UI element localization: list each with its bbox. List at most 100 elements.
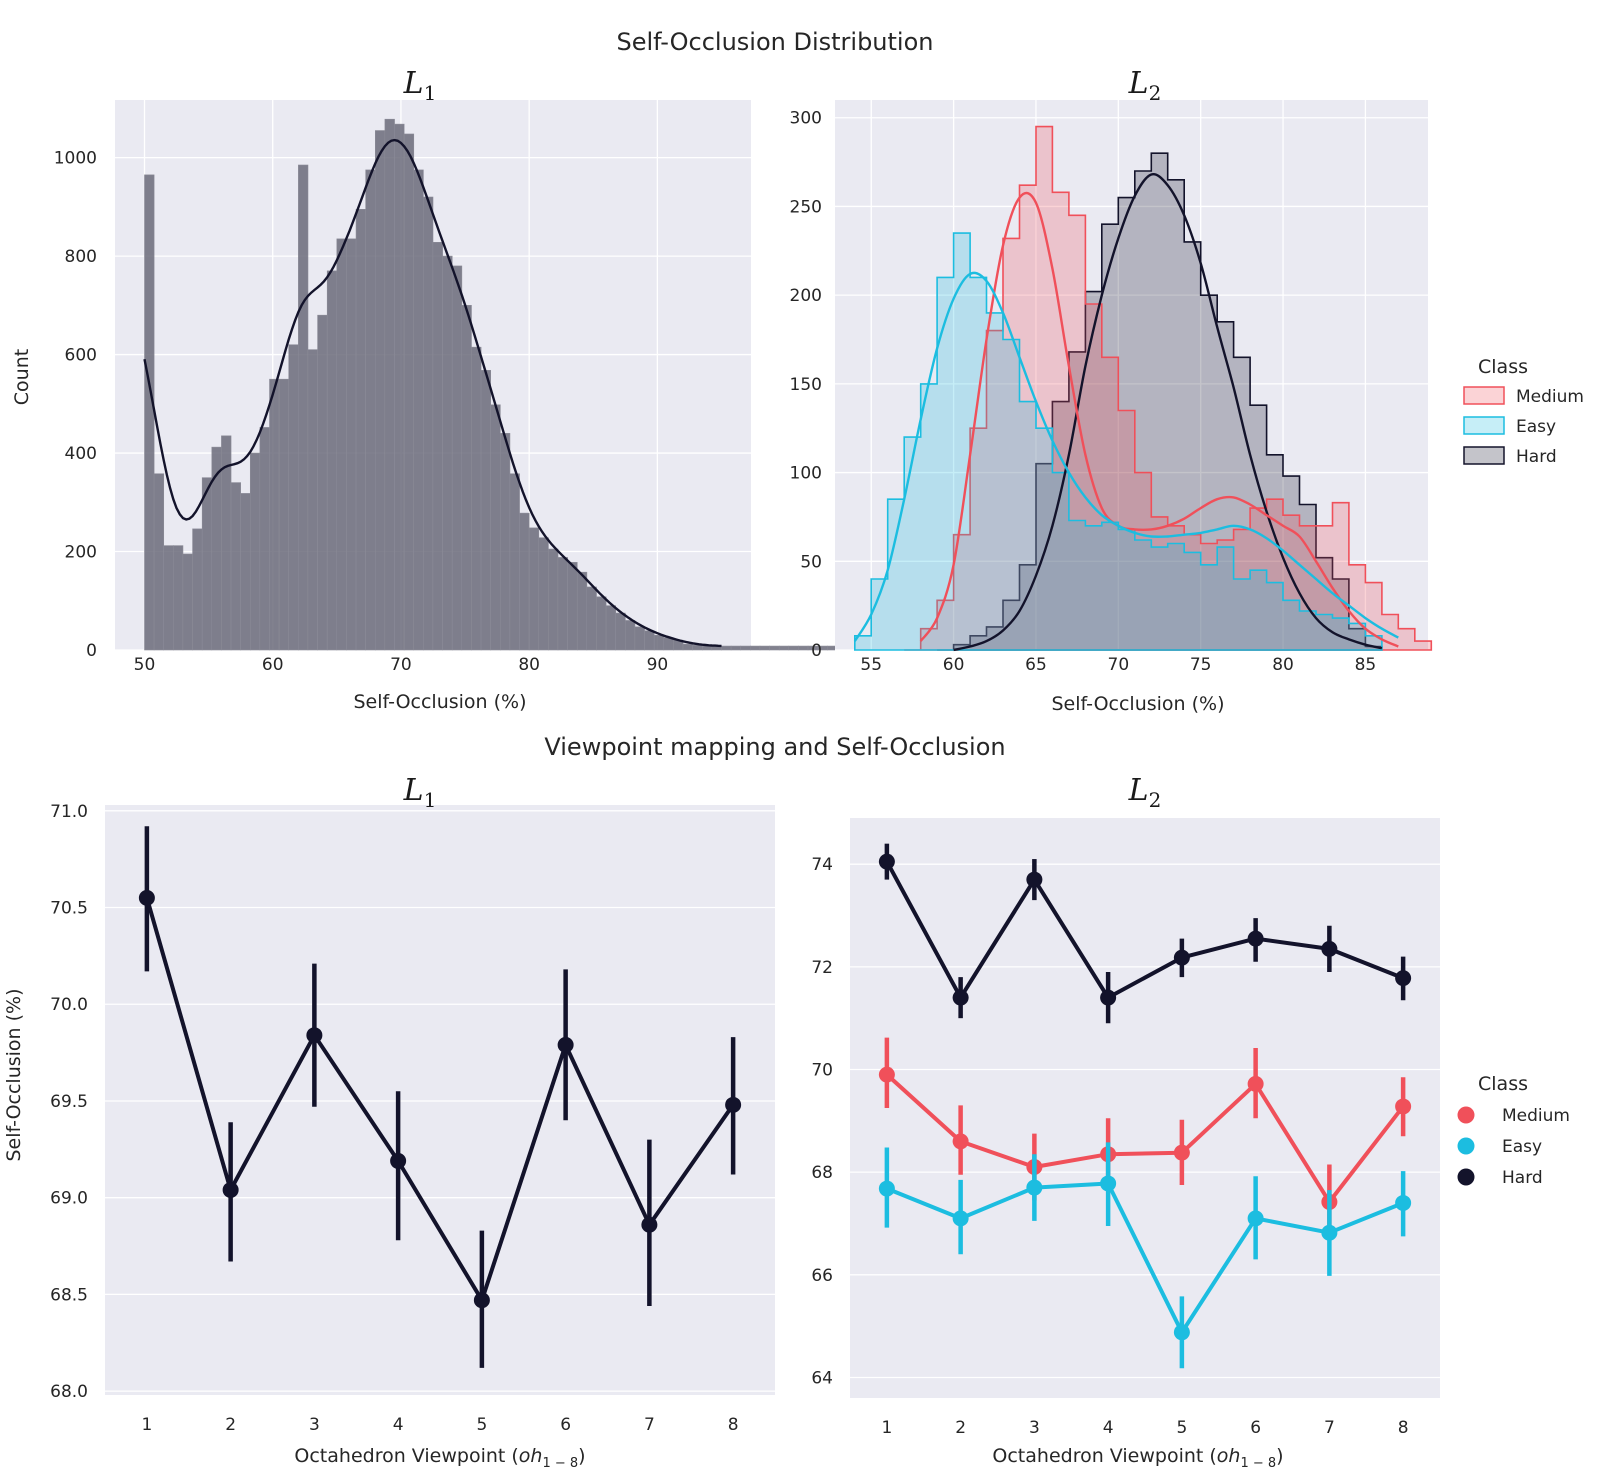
data-point-hard — [1100, 989, 1117, 1006]
x-axis-label-bottom-right: Octahedron Viewpoint (oh1 − 8) — [992, 1445, 1283, 1467]
data-point-all — [725, 1096, 742, 1113]
histogram-bar — [596, 596, 607, 651]
histogram-bar — [557, 557, 568, 651]
y-tick-label: 69.0 — [50, 1189, 88, 1209]
y-tick-label: 66 — [811, 1266, 833, 1286]
legend-top-swatch-medium — [1463, 386, 1505, 405]
histogram-bar — [240, 493, 251, 651]
legend-bottom-marker-easy — [1457, 1137, 1475, 1155]
legend-bottom-marker-hard — [1457, 1168, 1475, 1186]
y-tick-label: 68.5 — [50, 1285, 88, 1305]
histogram-bar — [269, 378, 280, 651]
y-tick-label: 70.0 — [50, 995, 88, 1015]
tick-labels-bottom-left: 1 2 3 4 5 6 7 8 68.0 68.5 69.0 69.5 70.0 70.5 71.0 — [50, 802, 738, 1435]
super-title-top: Self-Occlusion Distribution — [616, 28, 933, 56]
legend-top-swatch-hard — [1463, 446, 1505, 465]
y-axis-label-top-left: Count — [11, 349, 33, 405]
histogram-bar — [500, 433, 511, 651]
histogram-bar — [153, 473, 165, 651]
data-point-easy — [1321, 1224, 1338, 1241]
legend-top-label-easy: Easy — [1516, 417, 1556, 437]
x-tick-label: 5 — [1176, 1418, 1187, 1438]
panel-title-top-left: L1 — [403, 66, 437, 105]
y-tick-label: 200 — [65, 543, 97, 563]
x-axis-label-top-right: Self-Occlusion (%) — [1052, 693, 1225, 715]
point-plot-l2 — [878, 843, 1412, 1369]
x-tick-label: 7 — [644, 1415, 655, 1435]
data-point-hard — [952, 989, 969, 1006]
grid-bottom-right — [850, 863, 1440, 1379]
x-tick-label: 90 — [647, 655, 669, 675]
data-point-easy — [878, 1180, 895, 1197]
y-tick-label: 300 — [790, 109, 822, 129]
data-point-hard — [1026, 871, 1043, 888]
x-tick-label: 55 — [860, 655, 882, 675]
legend-bottom: Class Medium Easy Hard — [1457, 1073, 1570, 1188]
y-tick-label: 0 — [86, 641, 97, 661]
kde-line-medium — [919, 191, 1399, 648]
histogram-bar — [548, 548, 559, 651]
data-point-all — [138, 889, 155, 906]
y-tick-label: 74 — [811, 855, 833, 875]
x-tick-label: 65 — [1025, 655, 1047, 675]
histogram-bar — [778, 645, 790, 651]
histogram-bar — [423, 196, 434, 651]
x-tick-label: 7 — [1324, 1418, 1335, 1438]
histogram-bar — [278, 378, 290, 651]
histogram-bar — [288, 344, 299, 651]
panel-title-top-right: L2 — [1128, 66, 1162, 105]
tick-labels-bottom-right: 1 2 3 4 5 6 7 8 64 66 68 70 72 74 — [811, 855, 1408, 1438]
x-tick-label: 1 — [881, 1418, 892, 1438]
legend-top-label-medium: Medium — [1516, 387, 1584, 407]
x-tick-label: 8 — [1398, 1418, 1409, 1438]
histogram-bar — [432, 242, 443, 651]
histogram-bar — [480, 370, 492, 651]
histogram-bar — [615, 612, 626, 651]
histogram-bar — [644, 630, 655, 651]
histogram-bar — [721, 645, 732, 651]
histogram-bar — [538, 537, 549, 651]
kde-line-hard — [953, 172, 1383, 652]
histogram-bar — [259, 427, 270, 651]
x-axis-label-top-left: Self-Occlusion (%) — [354, 691, 527, 713]
data-point-all — [473, 1292, 490, 1309]
histogram-bar — [326, 270, 338, 651]
series-line-all — [144, 897, 735, 1303]
histogram-bar — [567, 562, 578, 651]
histogram-bar — [663, 637, 674, 651]
histogram-bar — [307, 349, 318, 651]
histogram-bar — [336, 238, 347, 651]
legend-top-label-hard: Hard — [1516, 447, 1557, 467]
y-tick-label: 800 — [65, 247, 97, 267]
histogram-bar — [625, 620, 636, 651]
histogram-bar — [374, 130, 386, 651]
data-point-all — [557, 1036, 574, 1053]
legend-bottom-label-medium: Medium — [1502, 1106, 1570, 1126]
data-point-all — [641, 1216, 658, 1233]
histogram-bar — [490, 404, 501, 651]
data-point-easy — [1173, 1324, 1190, 1341]
kde-line-l1 — [143, 138, 722, 648]
histogram-bar — [365, 169, 376, 651]
histogram-bar — [634, 626, 645, 651]
histogram-bar — [461, 305, 472, 651]
histogram-bar — [730, 645, 742, 651]
x-axis-label-bottom-left: Octahedron Viewpoint (oh1 − 8) — [294, 1445, 585, 1467]
histogram-bar — [413, 169, 424, 651]
histogram-bar — [750, 645, 761, 651]
histogram-bar — [249, 452, 261, 651]
x-tick-label: 3 — [309, 1415, 320, 1435]
histogram-bar — [519, 512, 530, 651]
data-point-medium — [1395, 1098, 1412, 1115]
data-point-hard — [1395, 970, 1412, 987]
x-tick-label: 3 — [1029, 1418, 1040, 1438]
x-tick-label: 1 — [141, 1415, 152, 1435]
histogram-bar — [471, 346, 482, 651]
data-point-easy — [1026, 1179, 1043, 1196]
histogram-bar — [788, 645, 799, 651]
kde-lines-l2 — [853, 172, 1399, 652]
series-line-hard — [885, 860, 1404, 1000]
data-point-medium — [878, 1066, 895, 1083]
histogram-bar — [192, 528, 203, 651]
